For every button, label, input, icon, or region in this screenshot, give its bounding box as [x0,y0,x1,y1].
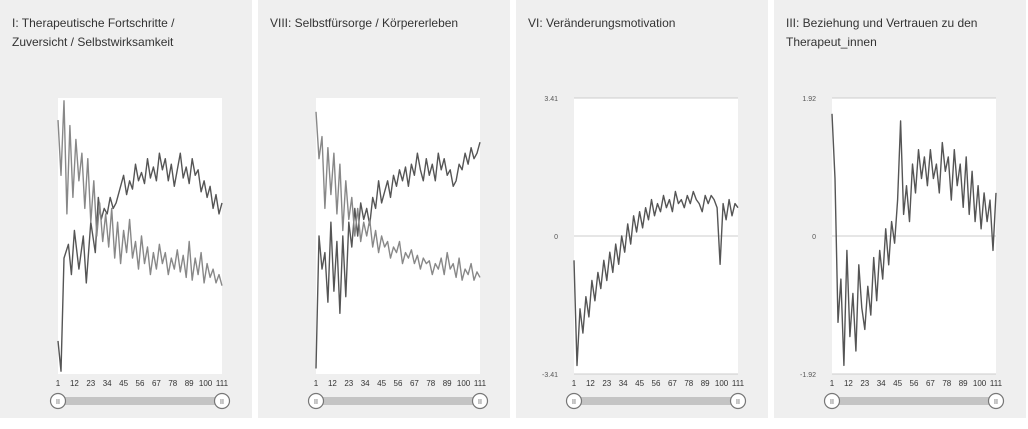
series-line [573,190,739,367]
slider-handle-grip-icon: II [220,399,224,406]
x-tick-label: 56 [910,379,919,388]
x-tick-label: 23 [344,379,353,388]
x-tick-label: 100 [715,379,729,388]
x-tick-label: 45 [893,379,902,388]
x-tick-label: 100 [973,379,987,388]
plot-area [316,98,480,374]
slider-handle-grip-icon: II [736,399,740,406]
slider-handle-right[interactable] [471,392,489,410]
x-tick-label: 12 [586,379,595,388]
x-tick-label: 45 [377,379,386,388]
chart-panel: VI: Veränderungsmotivation -3.41 0 3.41 1 12… [516,0,768,418]
slider-handle-grip-icon: II [830,399,834,406]
x-tick-label: 67 [926,379,935,388]
x-tick-label: 12 [844,379,853,388]
x-tick-label: 111 [990,379,1003,388]
x-tick-label: 89 [443,379,452,388]
x-tick-label: 78 [684,379,693,388]
x-tick-label: 56 [136,379,145,388]
x-tick-label: 12 [328,379,337,388]
x-tick-label: 12 [70,379,79,388]
slider-handle-grip-icon: II [572,399,576,406]
slider-handle-right[interactable] [987,392,1005,410]
x-tick-label: 111 [216,379,229,388]
series-line [831,113,997,367]
series-line [57,100,223,286]
x-tick-label: 34 [103,379,112,388]
x-tick-label: 34 [877,379,886,388]
x-tick-label: 1 [56,379,61,388]
chart-panel: I: Therapeutische Fortschritte / Zuversi… [0,0,252,418]
chart-panel: III: Beziehung und Vertrauen zu den Ther… [774,0,1026,418]
x-tick-label: 67 [410,379,419,388]
y-tick-label: -1.92 [800,372,816,379]
x-tick-label: 1 [830,379,835,388]
chart-title: I: Therapeutische Fortschritte / Zuversi… [12,16,175,49]
x-tick-label: 45 [635,379,644,388]
line-chart: -1.92 0 1.92 1 12 23 34 45 56 67 78 89 100 111 II II [800,96,1005,410]
chart-panel: VIII: Selbstfürsorge / Körpererleben 1 12… [258,0,510,418]
range-slider-track[interactable] [574,397,738,405]
range-slider-track[interactable] [832,397,996,405]
line-chart: 1 12 23 34 45 56 67 78 89 100 111 II II [307,98,489,410]
chart-title: III: Beziehung und Vertrauen zu den Ther… [786,16,978,49]
x-tick-label: 89 [701,379,710,388]
x-tick-label: 1 [572,379,577,388]
chart-title: VIII: Selbstfürsorge / Körpererleben [270,16,459,30]
slider-handle-left[interactable] [49,392,67,410]
x-tick-label: 23 [86,379,95,388]
chart-title: VI: Veränderungsmotivation [528,16,676,30]
plot-area [58,98,222,374]
x-tick-label: 56 [394,379,403,388]
x-tick-label: 67 [152,379,161,388]
slider-handle-right[interactable] [729,392,747,410]
range-slider-track[interactable] [58,397,222,405]
x-tick-label: 100 [457,379,471,388]
line-chart: -3.41 0 3.41 1 12 23 34 45 56 67 78 89 100 111 II II [542,96,747,410]
slider-handle-left[interactable] [307,392,325,410]
x-tick-label: 111 [732,379,745,388]
x-tick-label: 67 [668,379,677,388]
x-tick-label: 78 [942,379,951,388]
y-tick-label: 0 [812,234,816,241]
x-tick-label: 1 [314,379,319,388]
x-tick-label: 111 [474,379,487,388]
x-tick-label: 78 [168,379,177,388]
x-tick-label: 89 [185,379,194,388]
slider-handle-right[interactable] [213,392,231,410]
x-tick-label: 56 [652,379,661,388]
series-line [315,111,481,281]
slider-handle-left[interactable] [823,392,841,410]
series-line [315,142,481,369]
series-line [57,152,223,372]
x-tick-label: 45 [119,379,128,388]
y-tick-label: -3.41 [542,372,558,379]
range-slider-track[interactable] [316,397,480,405]
line-chart: 1 12 23 34 45 56 67 78 89 100 111 II II [49,98,231,410]
x-tick-label: 34 [361,379,370,388]
x-tick-label: 34 [619,379,628,388]
x-tick-label: 23 [860,379,869,388]
x-tick-label: 78 [426,379,435,388]
slider-handle-grip-icon: II [56,399,60,406]
y-tick-label: 1.92 [802,96,816,103]
slider-handle-grip-icon: II [994,399,998,406]
y-tick-label: 3.41 [544,96,558,103]
x-tick-label: 100 [199,379,213,388]
x-tick-label: 89 [959,379,968,388]
slider-handle-left[interactable] [565,392,583,410]
x-tick-label: 23 [602,379,611,388]
y-tick-label: 0 [554,234,558,241]
slider-handle-grip-icon: II [314,399,318,406]
slider-handle-grip-icon: II [478,399,482,406]
